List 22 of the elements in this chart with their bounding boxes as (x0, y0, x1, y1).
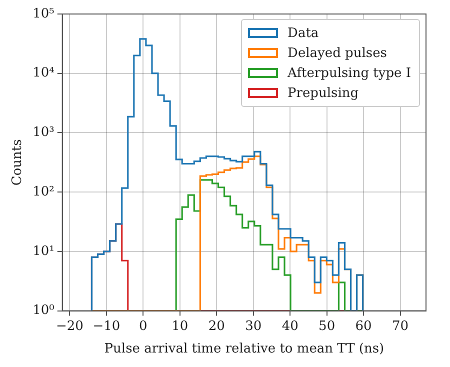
legend-label: Data (288, 26, 319, 40)
y-tick-label: 10² (32, 184, 54, 200)
x-tick-label: 60 (355, 318, 372, 334)
y-tick-label: 10⁵ (32, 6, 54, 22)
x-tick-label: 70 (392, 318, 409, 334)
x-tick-label: −20 (56, 318, 84, 334)
x-tick-label: 50 (318, 318, 336, 334)
legend-label: Delayed pulses (288, 46, 387, 60)
x-tick-label: 20 (208, 318, 225, 334)
x-tick-label: 10 (172, 318, 188, 334)
y-axis-title: Counts (10, 139, 26, 186)
x-tick-label: −10 (92, 318, 120, 334)
y-tick-label: 10³ (32, 125, 54, 140)
x-tick-label: 30 (245, 318, 262, 334)
legend-label: Afterpulsing type I (288, 66, 411, 80)
legend-label: Prepulsing (288, 86, 359, 100)
y-tick-label: 10¹ (32, 244, 54, 259)
x-tick-label: 40 (282, 318, 298, 334)
y-tick-label: 10⁴ (32, 66, 54, 81)
y-tick-label: 10⁰ (32, 303, 54, 318)
x-axis-title: Pulse arrival time relative to mean TT (ns) (104, 342, 384, 357)
x-tick-label: 0 (139, 318, 148, 334)
